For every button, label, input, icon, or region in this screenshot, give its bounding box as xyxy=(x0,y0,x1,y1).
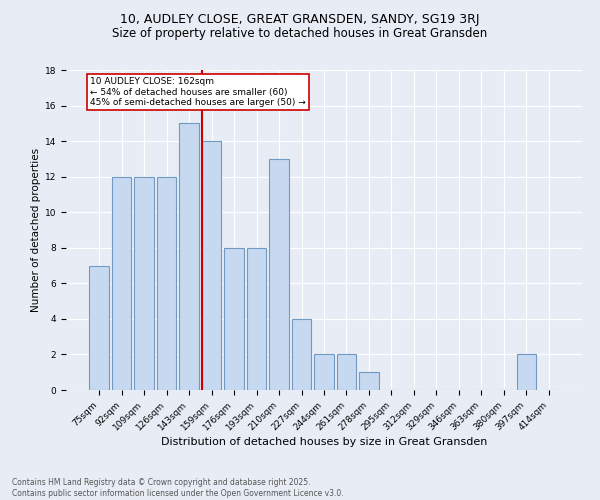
X-axis label: Distribution of detached houses by size in Great Gransden: Distribution of detached houses by size … xyxy=(161,438,487,448)
Y-axis label: Number of detached properties: Number of detached properties xyxy=(31,148,41,312)
Bar xyxy=(224,248,244,390)
Bar xyxy=(157,176,176,390)
Bar xyxy=(269,159,289,390)
Text: 10 AUDLEY CLOSE: 162sqm
← 54% of detached houses are smaller (60)
45% of semi-de: 10 AUDLEY CLOSE: 162sqm ← 54% of detache… xyxy=(90,77,306,107)
Bar xyxy=(247,248,266,390)
Bar xyxy=(517,354,536,390)
Bar xyxy=(134,176,154,390)
Bar xyxy=(89,266,109,390)
Bar xyxy=(179,124,199,390)
Bar xyxy=(337,354,356,390)
Text: Contains HM Land Registry data © Crown copyright and database right 2025.
Contai: Contains HM Land Registry data © Crown c… xyxy=(12,478,344,498)
Bar xyxy=(292,319,311,390)
Bar xyxy=(359,372,379,390)
Bar xyxy=(314,354,334,390)
Bar xyxy=(112,176,131,390)
Text: 10, AUDLEY CLOSE, GREAT GRANSDEN, SANDY, SG19 3RJ: 10, AUDLEY CLOSE, GREAT GRANSDEN, SANDY,… xyxy=(120,12,480,26)
Text: Size of property relative to detached houses in Great Gransden: Size of property relative to detached ho… xyxy=(112,28,488,40)
Bar xyxy=(202,141,221,390)
